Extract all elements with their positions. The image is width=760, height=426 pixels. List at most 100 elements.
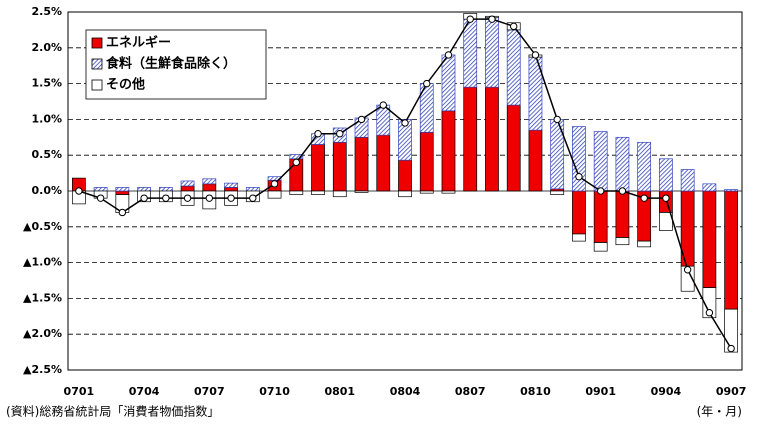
y-tick-label: ▲1.5% [23,291,62,304]
bar-segment [441,54,456,112]
x-tick-label: 0707 [194,385,225,398]
bar-segment [702,190,717,289]
bar-segment [593,131,608,192]
bar-segment [267,190,282,199]
bar-segment [702,183,717,192]
bar-segment [680,169,695,192]
bar-segment [593,242,608,252]
bar-segment [593,190,608,243]
bar-segment [202,183,217,192]
x-tick-label: 0704 [129,385,160,398]
bar-segment [615,190,630,238]
total-point [336,130,344,138]
total-point [705,309,714,317]
bar-segment [485,17,499,88]
bar-segment [180,185,195,192]
total-point [140,194,148,202]
x-tick-label: 0804 [390,385,421,398]
bar-segment [376,134,391,192]
bar-segment [572,126,586,192]
total-point [227,194,235,202]
x-tick-label: 0904 [651,385,682,398]
bar-segment [463,18,478,88]
bar-segment [724,189,739,192]
bar-segment [702,287,717,319]
bar-segment [332,141,347,192]
y-tick-label: 0.0% [31,184,62,197]
legend-swatch [91,79,103,91]
bar-segment [180,180,195,187]
total-point [510,22,518,31]
x-axis-label: (年・月) [697,405,742,419]
bar-segment [289,190,304,195]
bar-segment [441,190,456,194]
plot-frame [67,11,743,371]
bar-segment [485,86,499,192]
y-tick-label: 2.0% [31,41,62,54]
bar-segment [332,190,347,198]
bar-segment [115,187,130,192]
y-tick-label: 2.5% [31,5,62,18]
x-tick-label: 0710 [259,385,290,398]
y-tick-label: ▲0.5% [23,220,62,233]
x-tick-label: 0907 [716,385,747,398]
total-point [379,101,387,109]
total-point [75,187,83,195]
total-point [575,172,583,181]
x-tick-label: 0807 [455,385,486,398]
bar-segment [637,141,652,192]
total-point [96,194,105,202]
total-point [314,130,322,138]
bar-segment [637,240,652,248]
bar-segment [93,187,108,192]
total-point [270,180,279,188]
legend-swatch [91,58,103,70]
y-tick-label: 0.5% [31,148,62,161]
x-tick-label: 0801 [324,385,355,398]
y-tick-label: ▲2.0% [23,327,62,340]
bar-segment [463,86,478,192]
legend-label: 食料（生鮮食品除く） [106,56,236,72]
bar-segment [158,187,173,192]
x-tick-label: 0901 [585,385,616,398]
bar-segment [354,136,369,192]
y-tick-label: 1.0% [31,112,62,125]
bar-segment [572,233,586,242]
total-point [488,15,496,23]
total-point [423,79,431,88]
total-point [553,115,561,124]
x-tick-label: 0810 [520,385,551,398]
total-point [183,194,192,202]
total-point [596,187,605,195]
total-point [531,51,540,59]
x-tick-label: 0701 [64,385,95,398]
bar-segment [615,136,630,192]
bar-segment [354,190,369,193]
total-point [466,15,474,23]
bar-segment [224,182,238,188]
bar-segment [615,237,630,246]
total-point [357,115,366,124]
bar-segment [202,178,217,185]
legend-label: その他 [106,77,145,93]
bar-segment [572,190,586,235]
bar-segment [441,110,456,192]
bar-segment [506,104,521,192]
bar-segment [398,159,412,192]
bar-segment [419,131,434,192]
bar-segment [506,29,521,106]
total-point [662,194,670,202]
total-point [444,51,453,59]
legend-box [85,29,267,100]
total-point [683,266,692,274]
legend-label: エネルギー [106,35,171,51]
bar-segment [245,187,260,192]
source-note: (資料)総務省統計局「消費者物価指数」 [6,404,219,419]
total-point [640,194,648,202]
bar-segment [115,190,130,195]
y-tick-label: 1.5% [31,77,62,90]
total-point [727,344,735,353]
bar-segment [224,187,238,192]
